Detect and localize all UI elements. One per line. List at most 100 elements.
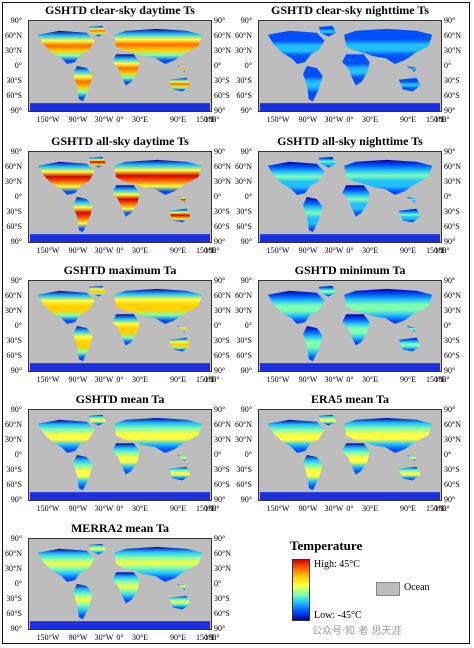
longitude-label: 30°E <box>131 246 149 255</box>
latitude-label: 90° <box>214 147 226 156</box>
latitude-label: 90° <box>10 276 22 285</box>
land-mass <box>37 30 95 65</box>
latitude-label: 30°S <box>236 76 252 85</box>
longitude-label: 150°W <box>36 375 60 384</box>
map-panel-title: GSHTD mean Ta <box>75 392 165 406</box>
longitude-label: 0° <box>116 246 124 255</box>
latitude-label: 60°S <box>236 222 252 231</box>
longitude-label: 90°E <box>399 115 417 124</box>
latitude-label: 60°S <box>444 351 460 360</box>
latitude-label: 90° <box>240 16 252 25</box>
antarctica <box>30 103 210 111</box>
map-panel-title: GSHTD maximum Ta <box>63 263 177 277</box>
longitude-label: 30°E <box>131 375 149 384</box>
latitude-label: 30°N <box>214 564 231 573</box>
latitude-label: 0° <box>444 450 452 459</box>
latitude-label: 90° <box>444 16 456 25</box>
longitude-label: 0° <box>116 504 124 513</box>
legend-ocean-swatch <box>376 582 400 596</box>
latitude-label: 30°S <box>6 207 22 216</box>
longitude-label: 30°W <box>324 246 344 255</box>
land-mass <box>342 185 370 217</box>
land-mass <box>88 543 107 555</box>
latitude-label: 30°N <box>444 46 461 55</box>
latitude-label: 30°N <box>5 564 22 573</box>
latitude-label: 0° <box>14 450 22 459</box>
longitude-label: 90°W <box>68 633 88 642</box>
latitude-label: 30°N <box>235 46 252 55</box>
latitude-label: 30°S <box>6 465 22 474</box>
longitude-label: 180° <box>434 115 450 124</box>
land-mass <box>342 314 370 346</box>
longitude-labels: 150°W 90°W 30°W 0° 30°E 90°E 150°E 180° <box>258 246 450 256</box>
latitude-label: 30°N <box>214 306 231 315</box>
land-mass <box>303 455 323 491</box>
latitude-label: 0° <box>214 321 222 330</box>
latitude-label: 60°N <box>5 162 22 171</box>
longitude-label: 90°W <box>68 504 88 513</box>
longitude-labels: 150°W 90°W 30°W 0° 30°E 90°E 150°E 180° <box>258 375 450 385</box>
land-mass <box>176 584 187 590</box>
legend-colorbar <box>292 559 310 621</box>
longitude-labels: 150°W 90°W 30°W 0° 30°E 90°E 150°E 180° <box>28 115 220 125</box>
longitude-label: 90°E <box>169 375 187 384</box>
longitude-label: 90°E <box>399 375 417 384</box>
land-mass <box>112 443 140 475</box>
latitude-label: 60°N <box>5 549 22 558</box>
latitude-label: 60°N <box>214 291 231 300</box>
map-panel-title: MERRA2 mean Ta <box>70 521 169 535</box>
latitude-label: 90° <box>240 106 252 115</box>
latitude-label: 60°N <box>235 31 252 40</box>
longitude-label: 30°E <box>361 246 379 255</box>
latitude-label: 60°S <box>6 351 22 360</box>
land-mass <box>406 197 417 203</box>
latitude-label: 90° <box>444 106 456 115</box>
longitude-label: 90°W <box>68 115 88 124</box>
antarctica <box>30 621 210 629</box>
latitude-label: 30°N <box>235 177 252 186</box>
longitude-label: 0° <box>346 115 354 124</box>
latitude-label: 90° <box>10 147 22 156</box>
latitude-label: 90° <box>240 276 252 285</box>
land-mass <box>318 285 337 297</box>
world-map <box>28 538 212 630</box>
latitude-label: 30°N <box>444 306 461 315</box>
land-mass <box>88 414 107 426</box>
latitude-label: 90° <box>214 405 226 414</box>
longitude-label: 180° <box>434 504 450 513</box>
latitude-label: 0° <box>214 579 222 588</box>
latitude-label: 90° <box>214 495 226 504</box>
antarctica <box>30 492 210 500</box>
latitude-label: 90° <box>444 366 456 375</box>
land-mass <box>37 161 95 196</box>
latitude-label: 60°N <box>5 420 22 429</box>
latitude-label: 60°N <box>5 31 22 40</box>
longitude-label: 0° <box>346 375 354 384</box>
antarctica <box>260 234 440 242</box>
land-mass <box>342 443 370 475</box>
land-mass <box>344 159 433 196</box>
map-panel: GSHTD maximum Ta 90° 60°N 30°N 0° 30°S 60°S 90°… <box>0 264 240 388</box>
longitude-label: 150°W <box>266 115 290 124</box>
longitude-label: 150°W <box>36 246 60 255</box>
longitude-label: 150°W <box>36 633 60 642</box>
longitude-labels: 150°W 90°W 30°W 0° 30°E 90°E 150°E 180° <box>28 633 220 643</box>
longitude-labels: 150°W 90°W 30°W 0° 30°E 90°E 150°E 180° <box>28 246 220 256</box>
legend-low-label: Low: -45°C <box>314 610 362 621</box>
world-map <box>28 20 212 112</box>
latitude-label: 60°S <box>214 480 230 489</box>
legend-high-label: High: 45°C <box>314 559 360 570</box>
latitude-label: 30°S <box>214 336 230 345</box>
latitude-label: 0° <box>444 192 452 201</box>
longitude-label: 90°W <box>298 246 318 255</box>
latitude-label: 90° <box>240 366 252 375</box>
land-mass <box>267 290 325 325</box>
land-mass <box>398 466 421 481</box>
longitude-label: 30°W <box>94 246 114 255</box>
latitude-label: 90° <box>240 147 252 156</box>
longitude-label: 180° <box>204 246 220 255</box>
latitude-label: 60°N <box>235 162 252 171</box>
latitude-label: 60°S <box>214 222 230 231</box>
latitude-label: 90° <box>10 237 22 246</box>
latitude-label: 60°S <box>214 91 230 100</box>
